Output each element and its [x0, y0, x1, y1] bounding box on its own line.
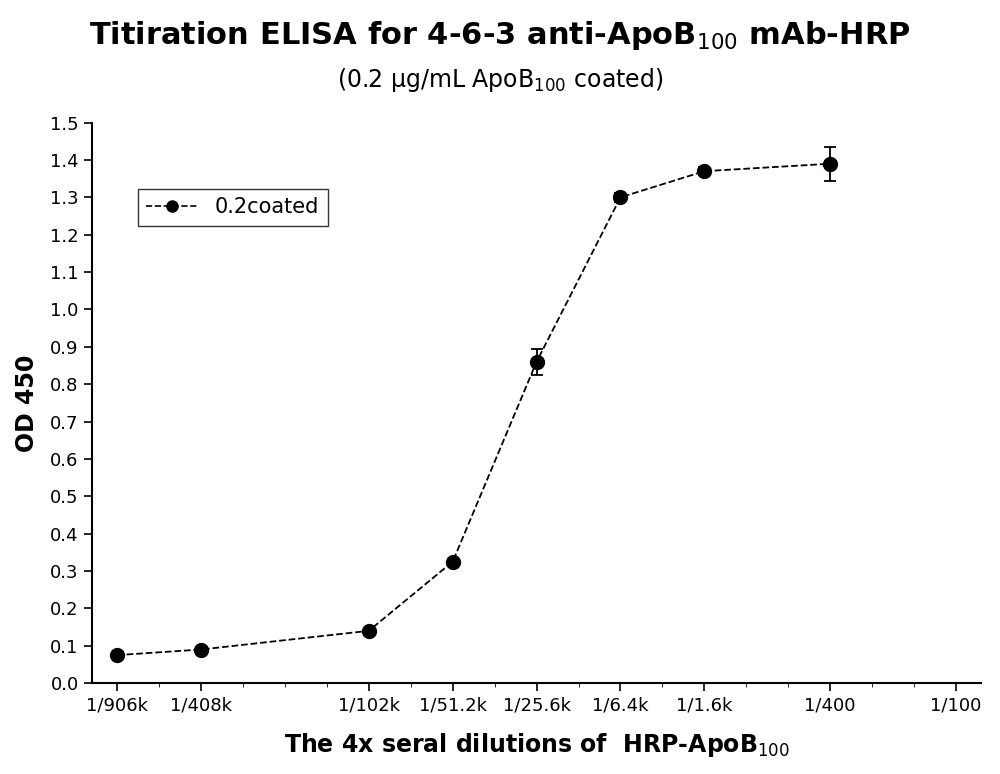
- X-axis label: The 4x seral dilutions of  HRP-ApoB$_{100}$: The 4x seral dilutions of HRP-ApoB$_{100…: [284, 731, 790, 759]
- Y-axis label: OD 450: OD 450: [15, 354, 39, 451]
- Text: (0.2 μg/mL ApoB$_{100}$ coated): (0.2 μg/mL ApoB$_{100}$ coated): [337, 66, 663, 94]
- Legend: 0.2coated: 0.2coated: [138, 189, 328, 226]
- Text: Titiration ELISA for 4-6-3 anti-ApoB$_{100}$ mAb-HRP: Titiration ELISA for 4-6-3 anti-ApoB$_{1…: [89, 19, 911, 53]
